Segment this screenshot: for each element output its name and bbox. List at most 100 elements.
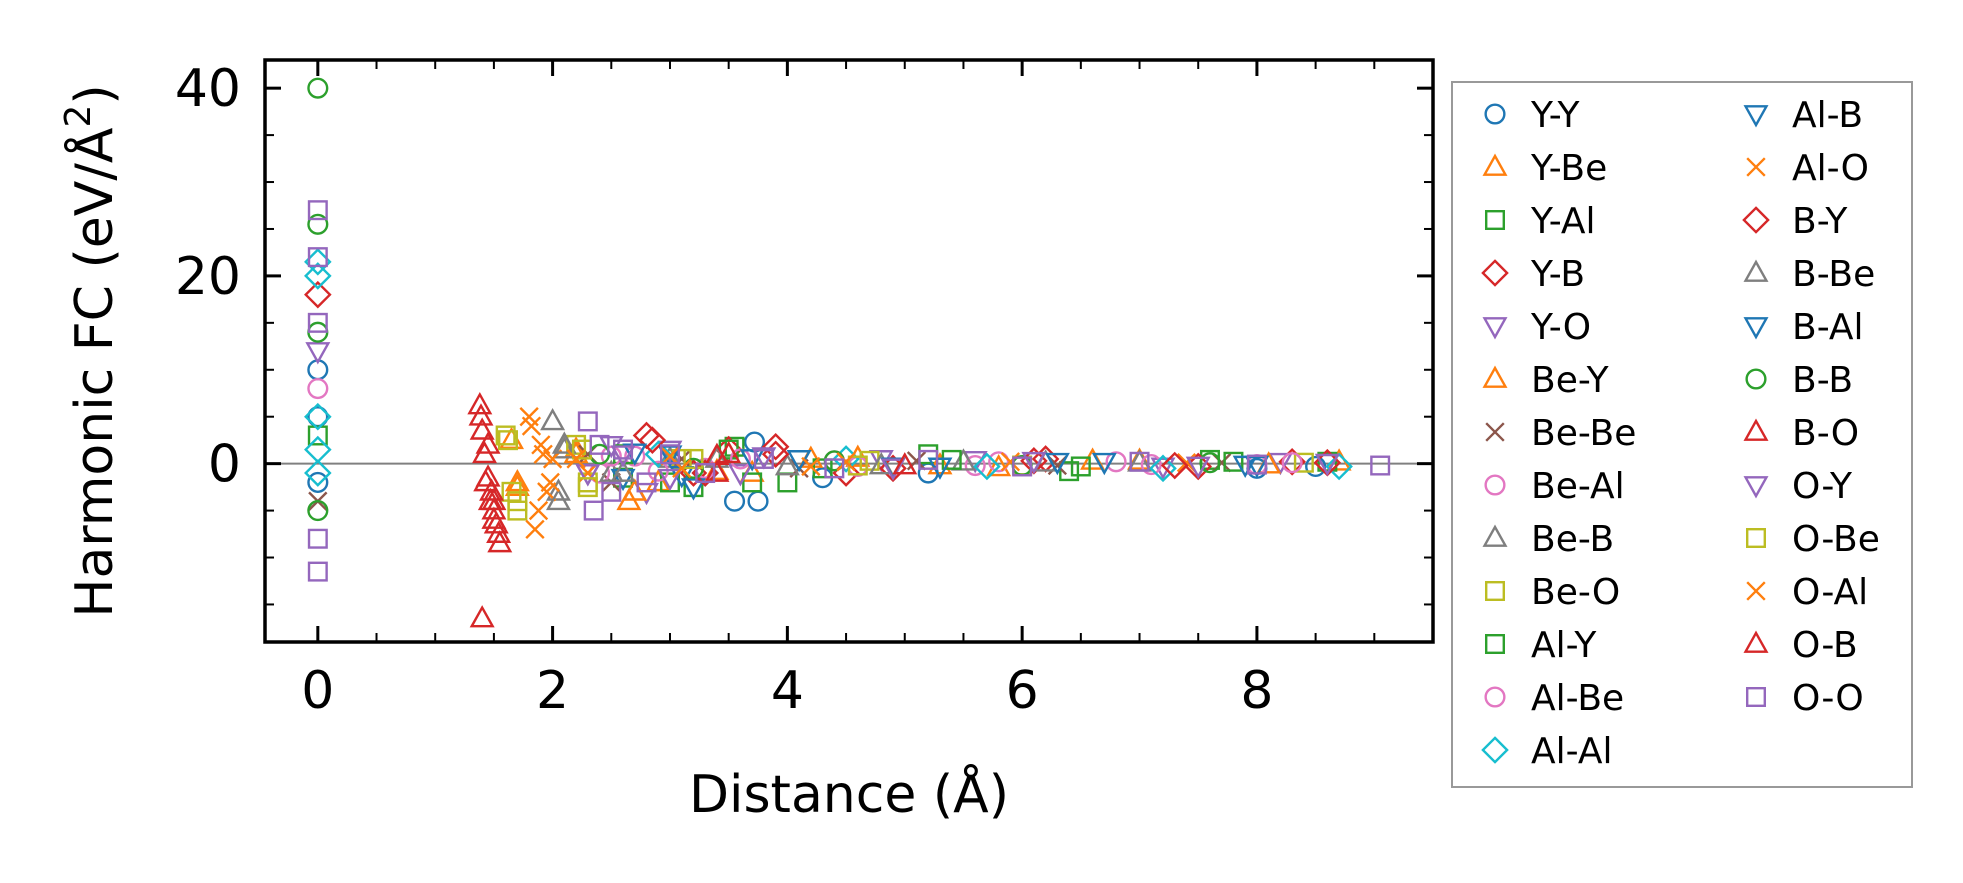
data-point [1325,452,1353,481]
data-point [742,472,763,493]
data-point [1140,454,1162,476]
data-point [695,463,716,484]
x-axis-ticks: 0 2 4 6 8 [301,60,1376,721]
legend-label: Al-Be [1531,678,1624,719]
data-point [545,487,571,511]
data-point [704,442,730,466]
legend-item-o-al: O-Al [1746,572,1868,613]
legend-item-o-be: O-Be [1745,519,1880,560]
data-point [475,431,501,454]
data-point [739,449,765,472]
data-point [307,471,329,493]
legend-marker [1485,422,1505,442]
data-point [305,342,331,365]
data-point [1000,452,1021,472]
legend-label: O-B [1792,625,1858,666]
y-axis-ticks: 0 20 40 [175,59,1433,606]
legend-marker [1482,365,1508,388]
data-point [307,528,328,549]
data-point [1021,451,1047,475]
data-point [1091,452,1117,476]
x-tick-label: 4 [771,661,804,721]
data-point [1223,451,1244,472]
legend-label: Y-O [1530,307,1591,348]
data-point [601,481,622,502]
data-point [577,411,598,432]
legend-marker [1743,418,1769,441]
legend-item-be-y: Be-Y [1482,360,1610,401]
data-point [1150,457,1176,480]
legend-label: O-Al [1792,572,1868,613]
legend-item-y-o: Y-O [1482,307,1591,348]
data-point [1314,453,1340,477]
data-point [504,473,530,497]
legend-marker [1745,528,1766,549]
data-point [307,425,328,446]
data-point [533,444,553,464]
data-point [1185,456,1211,479]
data-point [1149,454,1177,483]
data-point [610,459,636,482]
data-point [307,247,328,268]
data-point [551,431,577,454]
data-point [704,459,730,482]
series-o-b [468,403,918,543]
legend-item-al-y: Al-Y [1484,625,1597,666]
data-point [727,464,753,487]
legend-item-al-o: Al-O [1746,148,1869,189]
legend-marker [1743,476,1769,499]
legend-label: O-O [1792,678,1864,719]
x-tick-label: 2 [536,661,569,721]
legend-label: B-Y [1792,201,1848,242]
data-point [521,416,542,436]
legend-label: Al-O [1792,148,1869,189]
data-point [610,468,636,492]
data-point [751,447,777,470]
data-point [638,426,667,454]
data-point [986,453,1012,477]
legend-marker [1745,687,1766,708]
legend-marker [1484,474,1506,496]
data-point [507,491,528,512]
data-point [575,464,601,487]
data-points [304,77,1391,628]
data-point [774,453,800,476]
legend-marker [1743,259,1769,282]
legend-marker [1482,317,1508,340]
data-point [307,561,328,582]
data-point [613,439,634,460]
legend-label: B-Be [1792,254,1875,295]
data-point [836,452,856,472]
legend-item-y-b: Y-B [1481,254,1585,295]
data-point [307,500,329,522]
data-point [467,391,493,415]
legend-item-o-o: O-O [1745,678,1864,719]
data-point [723,490,746,512]
series-al-be [600,445,1303,482]
legend-item-al-b: Al-B [1743,95,1863,136]
data-point [824,458,845,479]
legend-label: Be-Al [1531,466,1625,507]
legend-label: Al-B [1792,95,1863,136]
data-point [504,468,530,492]
data-point [468,403,494,426]
data-point [927,452,953,475]
legend-item-b-al: B-Al [1743,307,1864,348]
plot-area [263,58,1435,644]
legend-item-y-y: Y-Y [1484,95,1580,136]
y-axis-label: Harmonic FC (eV/Å2) [58,84,125,617]
legend-item-o-y: O-Y [1743,466,1853,507]
data-point [566,449,586,469]
legend-marker [1742,206,1770,234]
data-point [304,459,332,487]
data-point [683,448,704,469]
data-point [610,445,636,468]
legend-label: Al-Y [1531,625,1597,666]
legend-item-y-al: Y-Al [1484,201,1596,242]
legend-label: Y-Al [1530,201,1596,242]
data-point [545,478,571,501]
legend-marker [1484,103,1506,125]
data-point [551,436,577,459]
data-point [540,472,560,493]
